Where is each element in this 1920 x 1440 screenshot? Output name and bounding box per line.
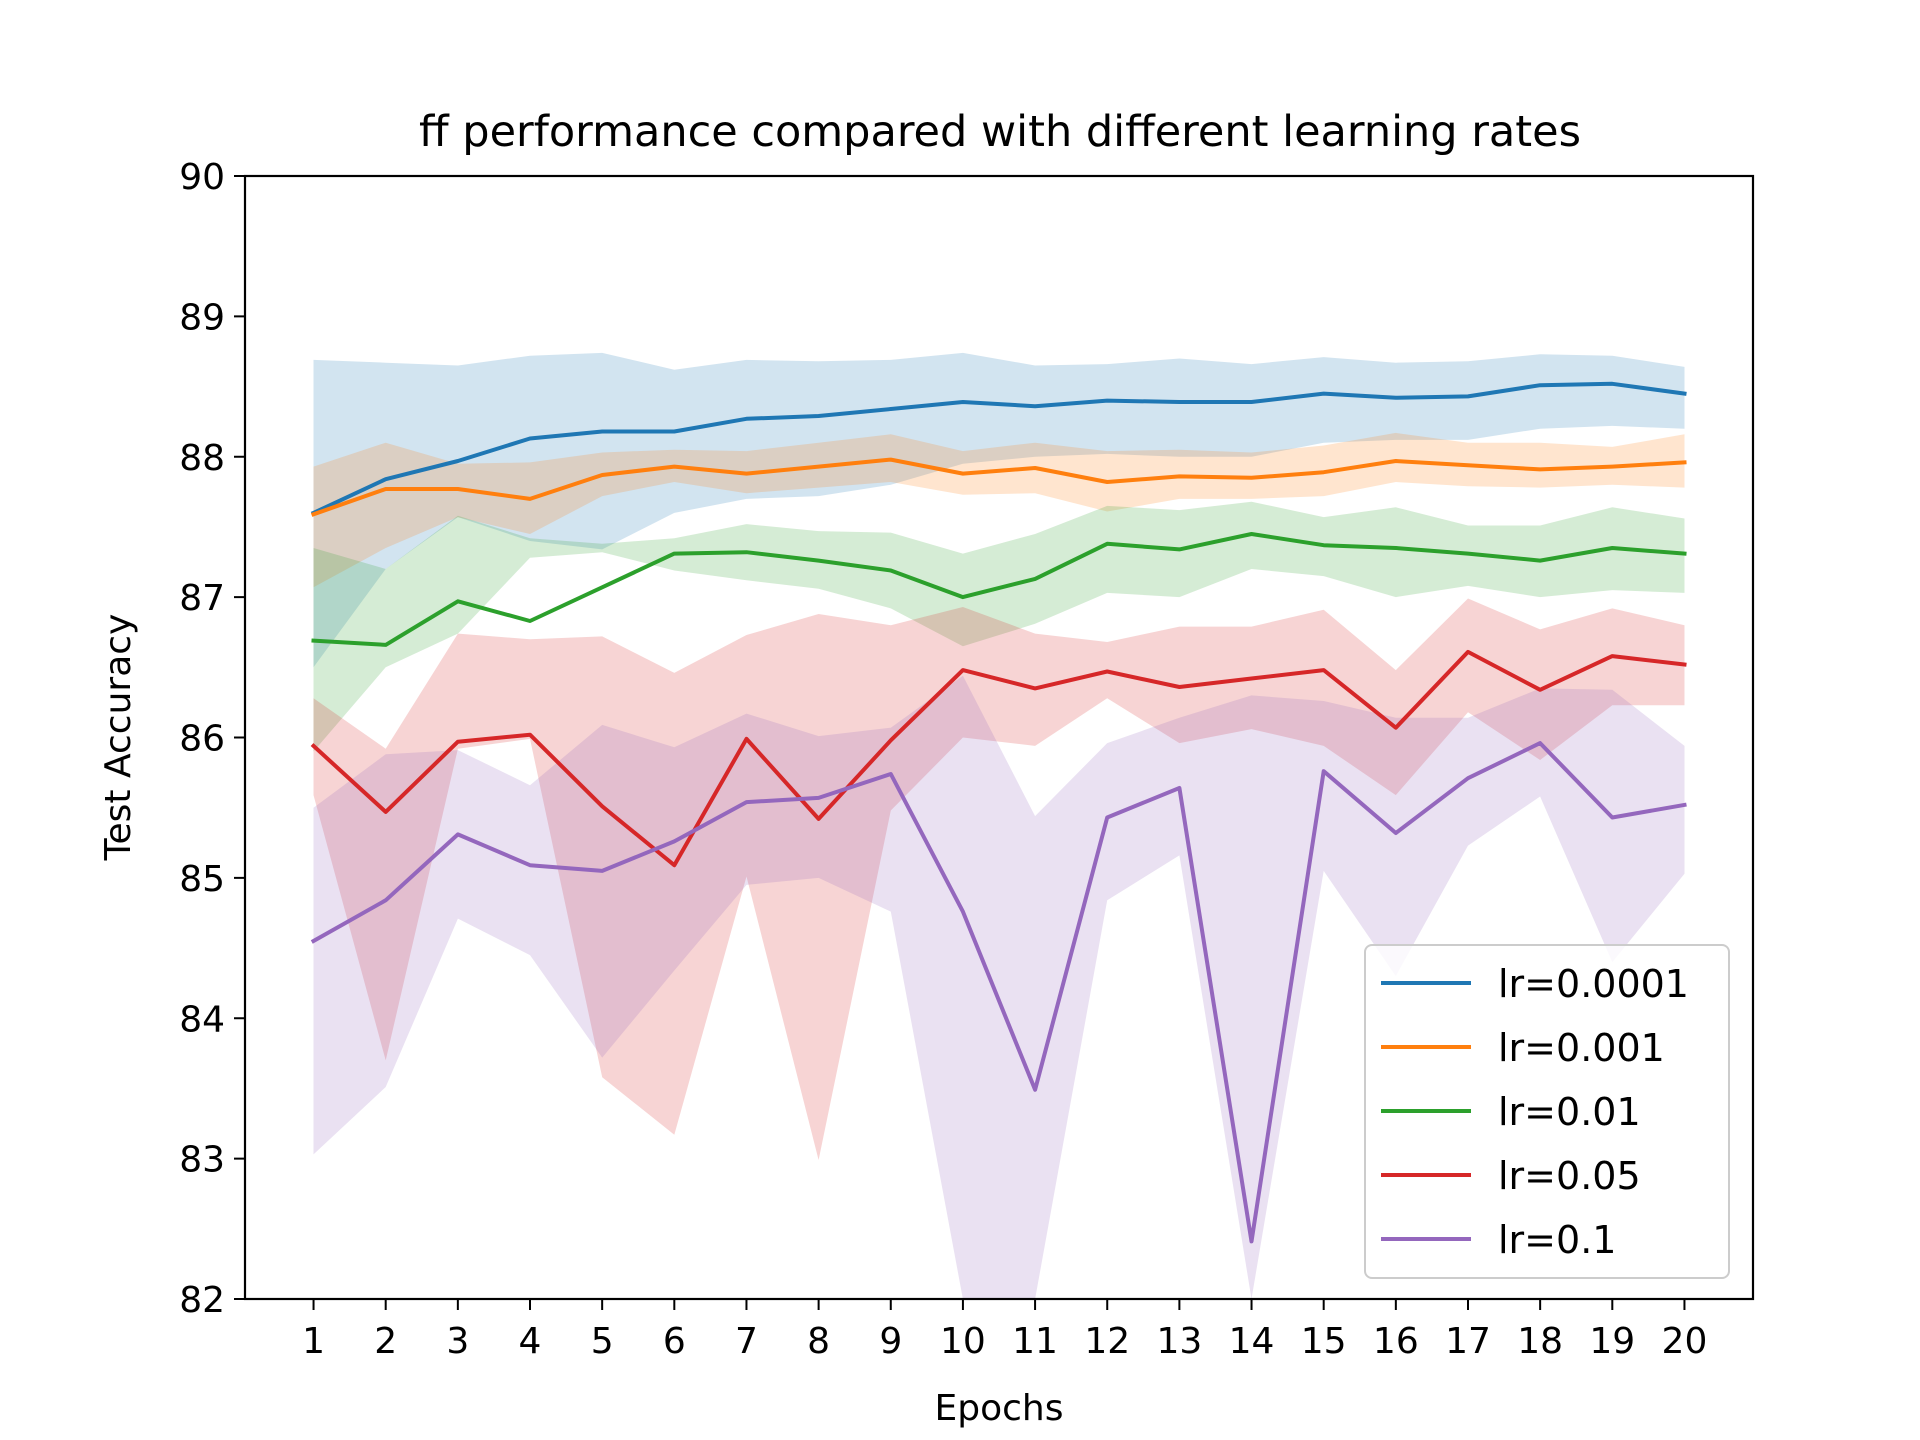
x-tick-label: 5 xyxy=(591,1321,614,1362)
y-axis-ticks: 82 83 84 85 86 87 88 89 90 xyxy=(179,157,245,1321)
x-tick-label: 14 xyxy=(1229,1321,1275,1362)
legend: lr=0.0001 lr=0.001 lr=0.01 lr=0.05 lr=0.1 xyxy=(1364,944,1730,1279)
y-tick-label: 83 xyxy=(179,1140,225,1181)
line-series-5 xyxy=(310,741,1687,1244)
line-series-1 xyxy=(310,381,1687,516)
x-tick-label: 15 xyxy=(1301,1321,1347,1362)
x-tick-label: 19 xyxy=(1589,1321,1635,1362)
line-series-3 xyxy=(311,532,1687,647)
line-series-4 xyxy=(310,649,1687,868)
x-tick-label: 2 xyxy=(374,1321,397,1362)
y-tick-label: 87 xyxy=(179,578,225,619)
x-tick-label: 13 xyxy=(1156,1321,1202,1362)
legend-box xyxy=(1364,944,1730,1279)
x-tick-label: 7 xyxy=(735,1321,758,1362)
y-tick-label: 84 xyxy=(179,999,225,1040)
y-tick-label: 90 xyxy=(179,157,225,198)
legend-label: lr=0.0001 xyxy=(1498,962,1689,1006)
x-tick-label: 11 xyxy=(1012,1321,1058,1362)
band-series-2 xyxy=(313,432,1685,588)
legend-label: lr=0.001 xyxy=(1498,1026,1665,1070)
y-tick-label: 89 xyxy=(179,297,225,338)
x-axis-ticks: 1 2 3 4 5 6 7 8 9 10 11 12 13 14 15 16 17 18 19 20 xyxy=(302,1299,1707,1362)
band-series-4 xyxy=(313,598,1685,1160)
y-tick-label: 85 xyxy=(179,859,225,900)
x-tick-label: 1 xyxy=(302,1321,325,1362)
x-tick-label: 6 xyxy=(663,1321,686,1362)
legend-label: lr=0.01 xyxy=(1498,1090,1641,1134)
x-tick-label: 17 xyxy=(1445,1321,1491,1362)
x-tick-label: 12 xyxy=(1084,1321,1130,1362)
x-tick-label: 4 xyxy=(519,1321,542,1362)
x-tick-label: 20 xyxy=(1662,1321,1708,1362)
x-tick-label: 8 xyxy=(807,1321,830,1362)
x-axis-label: Epochs xyxy=(935,1388,1064,1429)
x-tick-label: 9 xyxy=(879,1321,902,1362)
legend-label: lr=0.05 xyxy=(1498,1154,1641,1198)
legend-label: lr=0.1 xyxy=(1498,1218,1616,1262)
y-axis-label: Test Accuracy xyxy=(98,614,139,862)
x-tick-label: 3 xyxy=(446,1321,469,1362)
line-series-2 xyxy=(310,457,1687,517)
chart-title: ff performance compared with different l… xyxy=(419,107,1581,157)
y-tick-label: 82 xyxy=(179,1280,225,1321)
x-tick-label: 18 xyxy=(1517,1321,1563,1362)
series-lines xyxy=(310,381,1687,1244)
y-tick-label: 86 xyxy=(179,719,225,760)
band-series-5 xyxy=(313,675,1685,1299)
x-tick-label: 16 xyxy=(1373,1321,1419,1362)
x-tick-label: 10 xyxy=(940,1321,986,1362)
y-tick-label: 88 xyxy=(179,438,225,479)
